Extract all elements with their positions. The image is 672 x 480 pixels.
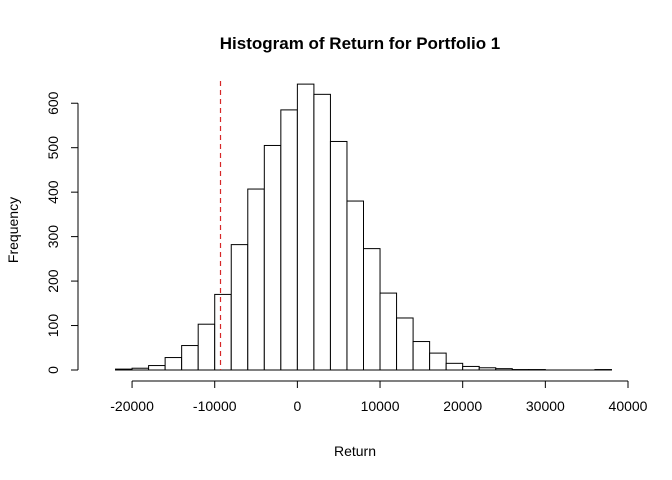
- x-axis: -20000 -10000 0 10000 20000 30000 40000: [110, 380, 648, 414]
- histogram-bar: [445, 362, 464, 371]
- histogram-bar: [247, 188, 265, 371]
- histogram-bar: [462, 365, 480, 371]
- histogram-bar: [396, 317, 414, 371]
- histogram-bar: [263, 144, 282, 371]
- y-tick-label: 200: [45, 269, 61, 293]
- y-tick-label: 300: [45, 225, 61, 249]
- x-tick-label: -10000: [193, 398, 237, 414]
- histogram-bars: [115, 83, 612, 371]
- histogram-bar: [296, 83, 315, 371]
- x-tick-label: 30000: [526, 398, 565, 414]
- histogram-bar: [197, 323, 216, 371]
- x-tick-label: -20000: [110, 398, 154, 414]
- y-tick-label: 100: [45, 314, 61, 338]
- histogram-bar: [346, 200, 364, 371]
- histogram-bar: [148, 365, 166, 371]
- histogram-bar: [329, 140, 348, 371]
- y-axis-label: Frequency: [5, 197, 21, 263]
- histogram-bar: [363, 248, 381, 371]
- x-tick-label: 40000: [609, 398, 648, 414]
- y-tick-label: 500: [45, 136, 61, 160]
- y-tick-label: 0: [45, 366, 61, 374]
- histogram-bar: [230, 244, 249, 371]
- x-tick-label: 20000: [443, 398, 482, 414]
- x-tick-label: 10000: [361, 398, 400, 414]
- x-axis-label: Return: [334, 443, 376, 459]
- histogram-bar: [429, 352, 447, 371]
- histogram-bar: [313, 93, 331, 371]
- y-tick-label: 400: [45, 180, 61, 204]
- y-tick-label: 600: [45, 91, 61, 115]
- histogram-bar: [412, 341, 431, 371]
- histogram-bar: [280, 109, 298, 371]
- x-tick-label: 0: [293, 398, 301, 414]
- histogram-bar: [164, 357, 183, 371]
- y-axis: 0 100 200 300 400 500 600: [45, 91, 79, 374]
- histogram-bar: [379, 292, 398, 371]
- histogram-bar: [181, 345, 199, 371]
- histogram-bar: [214, 293, 232, 371]
- chart-title: Histogram of Return for Portfolio 1: [220, 34, 501, 53]
